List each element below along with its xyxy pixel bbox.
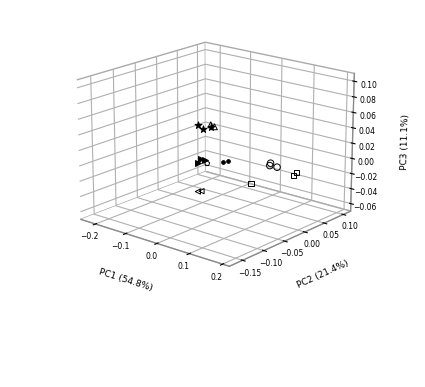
Y-axis label: PC2 (21.4%): PC2 (21.4%) (296, 258, 351, 289)
Text: Figure 5. PCA scores plot of the infrared spectra of P025 (o), P026
(s), P030 (.: Figure 5. PCA scores plot of the infrare… (4, 332, 421, 356)
X-axis label: PC1 (54.8%): PC1 (54.8%) (98, 268, 154, 293)
